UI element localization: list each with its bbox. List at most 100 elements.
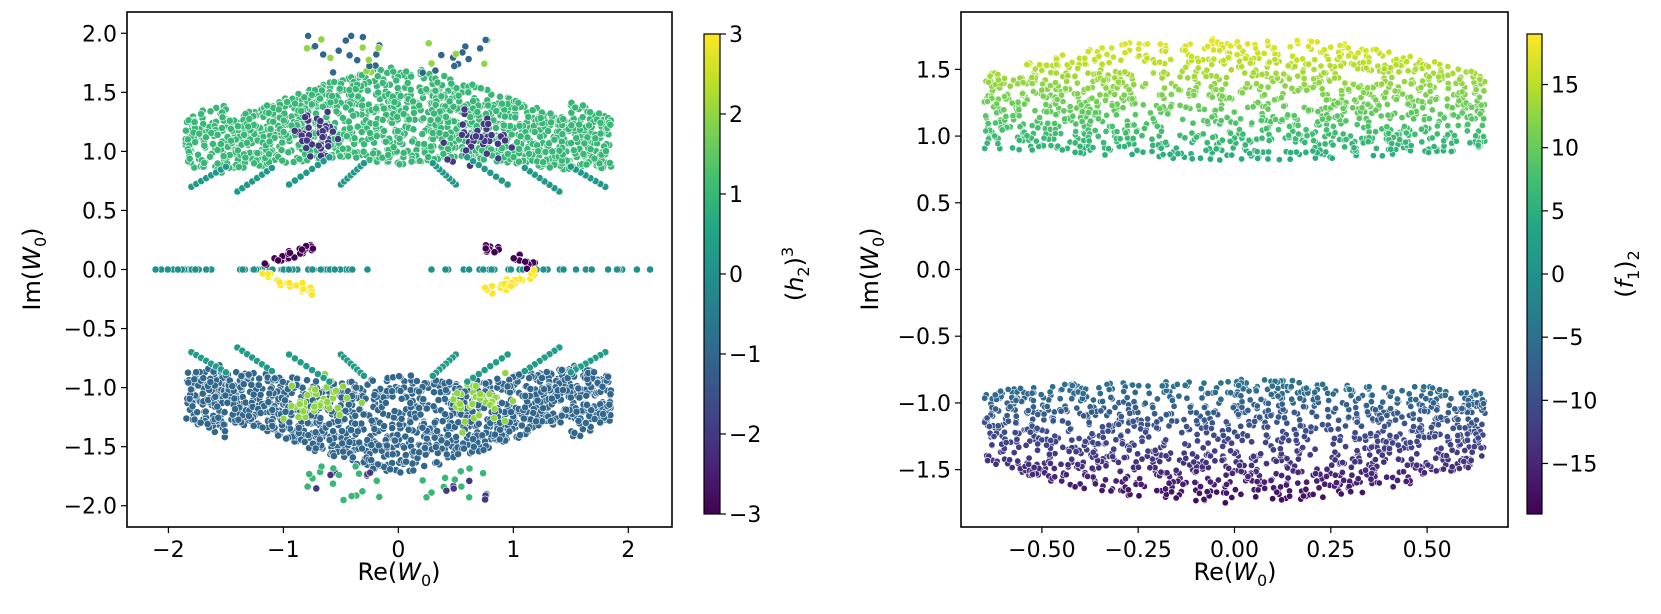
- scatter-point: [1241, 69, 1249, 77]
- scatter-point: [984, 120, 992, 128]
- scatter-point: [255, 374, 264, 383]
- scatter-point: [633, 265, 641, 274]
- scatter-point: [1391, 87, 1399, 95]
- scatter-point: [402, 457, 410, 466]
- scatter-point: [393, 112, 402, 121]
- scatter-point: [372, 476, 381, 485]
- scatter-point: [1222, 471, 1230, 479]
- scatter-point: [1317, 62, 1325, 70]
- scatter-point: [1358, 104, 1366, 112]
- scatter-point: [1399, 90, 1407, 98]
- scatter-point: [396, 92, 405, 100]
- scatter-point: [982, 127, 990, 135]
- scatter-point: [1325, 114, 1333, 122]
- scatter-point: [493, 139, 502, 148]
- scatter-point: [241, 153, 250, 162]
- scatter-point: [330, 452, 338, 460]
- scatter-point: [482, 149, 491, 158]
- scatter-point: [509, 153, 518, 162]
- y-tick-label: −2.0: [64, 495, 117, 520]
- scatter-point: [1076, 142, 1084, 150]
- scatter-point: [1286, 43, 1294, 51]
- scatter-point: [449, 102, 458, 111]
- scatter-point: [1388, 139, 1396, 147]
- scatter-point: [431, 86, 440, 95]
- scatter-point: [1238, 89, 1246, 97]
- scatter-point: [365, 155, 374, 164]
- scatter-point: [281, 396, 289, 405]
- scatter-point: [465, 464, 474, 473]
- scatter-point: [303, 44, 311, 53]
- scatter-point: [1135, 52, 1143, 60]
- scatter-point: [1285, 131, 1293, 139]
- scatter-point: [249, 265, 258, 274]
- scatter-point: [195, 129, 204, 138]
- scatter-point: [1156, 105, 1164, 113]
- scatter-point: [595, 159, 604, 168]
- scatter-point: [463, 153, 472, 162]
- scatter-point: [1372, 106, 1380, 114]
- scatter-point: [358, 487, 367, 496]
- scatter-point: [1476, 93, 1484, 101]
- scatter-point: [1095, 52, 1103, 60]
- scatter-point: [279, 116, 288, 125]
- scatter-point: [1023, 132, 1031, 140]
- scatter-point: [374, 44, 383, 52]
- scatter-point: [1182, 63, 1190, 71]
- scatter-point: [314, 141, 323, 150]
- scatter-point: [1250, 69, 1258, 77]
- scatter-point: [183, 135, 192, 144]
- scatter-point: [1072, 120, 1080, 128]
- scatter-point: [544, 127, 552, 135]
- scatter-point: [1448, 104, 1456, 112]
- scatter-point: [1407, 80, 1415, 88]
- scatter-point: [571, 103, 580, 112]
- scatter-point: [450, 475, 459, 484]
- scatter-point: [493, 374, 502, 383]
- scatter-point: [1318, 85, 1326, 93]
- scatter-point: [1074, 64, 1082, 72]
- scatter-point: [422, 493, 431, 502]
- scatter-point: [1426, 87, 1434, 95]
- scatter-point: [1474, 141, 1482, 149]
- scatter-point: [605, 400, 614, 409]
- scatter-point: [1252, 44, 1260, 52]
- scatter-point: [323, 108, 332, 116]
- scatter-point: [353, 427, 362, 436]
- scatter-point: [515, 145, 523, 153]
- scatter-point: [501, 369, 510, 377]
- scatter-point: [465, 493, 474, 502]
- scatter-point: [1428, 106, 1436, 114]
- scatter-point: [347, 32, 356, 40]
- scatter-point: [1147, 109, 1155, 117]
- scatter-point: [555, 146, 564, 155]
- scatter-point: [1084, 69, 1092, 77]
- scatter-point: [1237, 115, 1245, 123]
- scatter-point: [292, 281, 301, 290]
- scatter-point: [1395, 68, 1403, 76]
- scatter-point: [469, 442, 478, 451]
- scatter-point: [211, 392, 220, 401]
- scatter-point: [359, 159, 368, 168]
- left-ylabel: Im(W0): [18, 227, 50, 310]
- scatter-point: [409, 125, 418, 134]
- scatter-point: [1308, 37, 1316, 45]
- scatter-point: [1063, 77, 1071, 85]
- scatter-point: [279, 414, 288, 423]
- scatter-point: [1244, 40, 1252, 48]
- scatter-point: [1341, 79, 1349, 87]
- scatter-point: [329, 479, 337, 488]
- scatter-point: [1236, 57, 1244, 65]
- scatter-point: [1062, 85, 1070, 93]
- scatter-point: [1227, 129, 1235, 137]
- scatter-point: [366, 468, 374, 477]
- scatter-point: [1254, 98, 1262, 106]
- scatter-point: [395, 160, 404, 169]
- scatter-point: [200, 141, 209, 150]
- scatter-point: [1280, 102, 1288, 110]
- scatter-point: [1466, 139, 1474, 147]
- scatter-point: [226, 124, 235, 133]
- scatter-point: [213, 130, 222, 139]
- scatter-point: [1125, 86, 1133, 94]
- scatter-point: [1337, 62, 1345, 70]
